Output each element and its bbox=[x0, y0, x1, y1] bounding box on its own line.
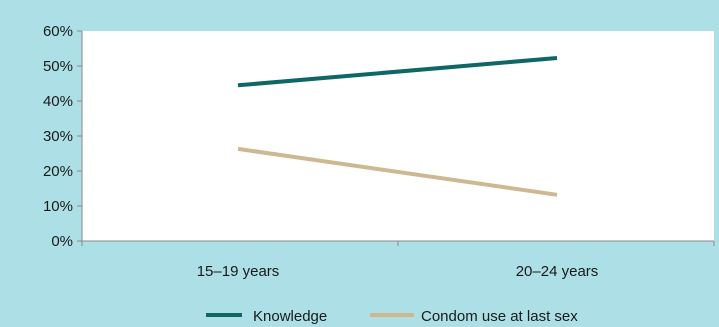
y-tick-label: 20% bbox=[43, 163, 73, 180]
y-tick-label: 50% bbox=[43, 58, 73, 75]
legend-label: Knowledge bbox=[253, 308, 327, 325]
y-tick-label: 0% bbox=[51, 233, 73, 250]
legend-label: Condom use at last sex bbox=[421, 308, 578, 325]
series-lines bbox=[237, 56, 558, 197]
legend: Knowledge Condom use at last sex bbox=[206, 308, 578, 325]
x-tick-labels: 15–19 years 20–24 years bbox=[197, 263, 599, 280]
y-tick-label: 40% bbox=[43, 93, 73, 110]
series-line-knowledge bbox=[237, 56, 558, 88]
series-line-condom-use bbox=[237, 146, 558, 197]
x-tick-label: 15–19 years bbox=[197, 263, 280, 280]
y-tick-labels: 0% 10% 20% 30% 40% 50% 60% bbox=[43, 23, 73, 250]
x-tick-label: 20–24 years bbox=[516, 263, 599, 280]
y-tick-label: 10% bbox=[43, 198, 73, 215]
axes bbox=[77, 30, 715, 246]
plot-area bbox=[82, 31, 714, 241]
y-tick-label: 30% bbox=[43, 128, 73, 145]
y-tick-label: 60% bbox=[43, 23, 73, 40]
